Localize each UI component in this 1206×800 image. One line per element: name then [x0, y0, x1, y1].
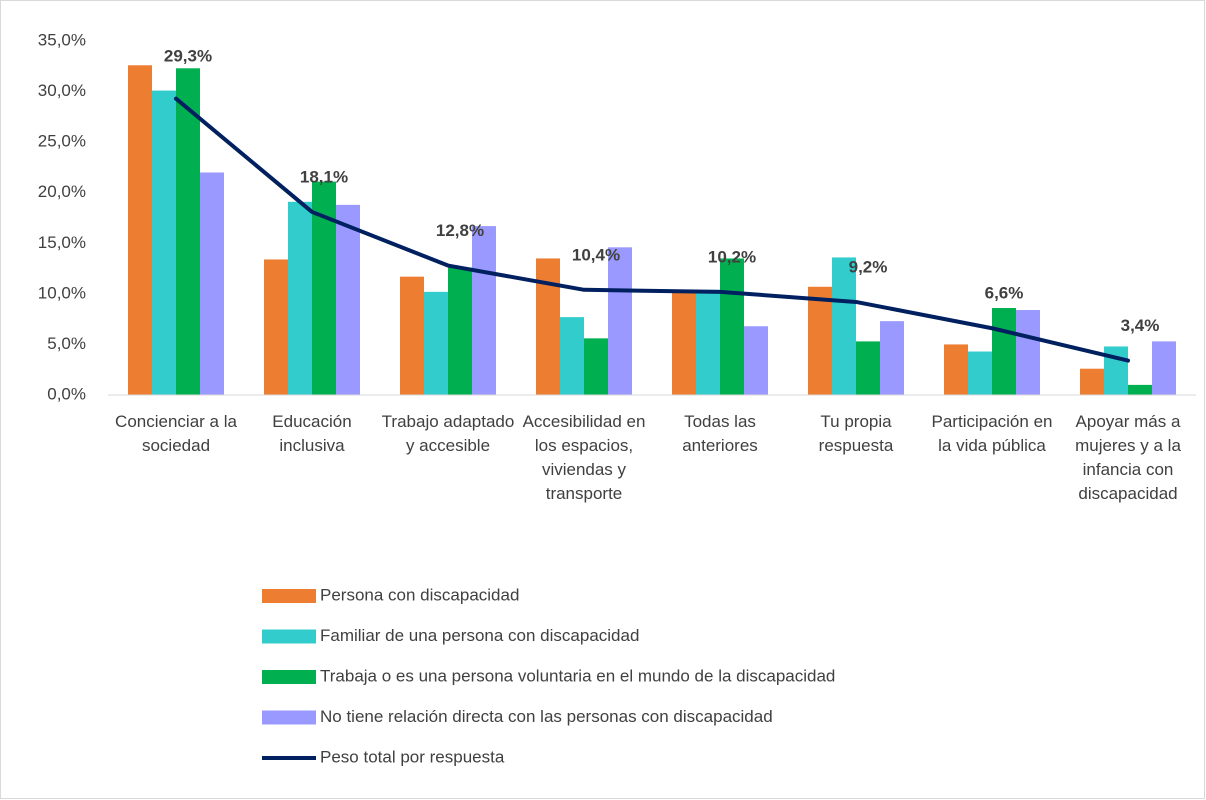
data-label: 9,2%: [849, 257, 888, 276]
bar: [720, 258, 744, 395]
legend-swatch: [262, 670, 316, 684]
bar: [336, 204, 360, 395]
bar: [856, 341, 880, 395]
bar: [424, 291, 448, 395]
data-label: 3,4%: [1121, 316, 1160, 335]
y-tick-label: 30,0%: [38, 81, 86, 100]
bar: [200, 172, 224, 395]
data-label: 6,6%: [985, 284, 1024, 303]
bar: [832, 257, 856, 395]
bar: [992, 308, 1016, 395]
bar: [1128, 384, 1152, 395]
y-tick-label: 0,0%: [47, 384, 86, 403]
bar: [128, 65, 152, 395]
y-tick-label: 25,0%: [38, 132, 86, 151]
bar: [672, 291, 696, 395]
x-tick-label: Todas las anteriores: [682, 412, 758, 455]
legend-swatch: [262, 629, 316, 644]
bar: [744, 326, 768, 395]
bar: [880, 321, 904, 395]
x-tick-label: Apoyar más a mujeres y a la infancia con…: [1075, 412, 1181, 503]
x-tick-label: Trabajo adaptado y accesible: [381, 412, 515, 455]
y-tick-label: 5,0%: [47, 334, 86, 353]
bar: [264, 259, 288, 395]
data-label: 29,3%: [164, 46, 212, 65]
bar: [1152, 341, 1176, 395]
bar: [944, 344, 968, 395]
bar: [400, 276, 424, 395]
bar: [584, 338, 608, 395]
line: [174, 96, 1130, 363]
legend-swatch: [262, 589, 316, 603]
legend-label: Persona con discapacidad: [320, 585, 519, 604]
y-tick-label: 35,0%: [38, 30, 86, 49]
bar: [696, 289, 720, 395]
bar: [176, 68, 200, 396]
bar: [152, 90, 176, 395]
bar: [1016, 310, 1040, 395]
legend-label: Familiar de una persona con discapacidad: [320, 626, 639, 645]
legend-swatch: [262, 710, 316, 725]
bar: [968, 351, 992, 395]
data-label: 10,4%: [572, 245, 620, 264]
y-tick-label: 15,0%: [38, 233, 86, 252]
x-tick-label: Educación inclusiva: [272, 412, 352, 455]
x-tick-label: Participación en la vida pública: [931, 412, 1053, 455]
legend-label: Peso total por respuesta: [320, 747, 505, 766]
bar: [608, 247, 632, 395]
y-tick-label: 10,0%: [38, 283, 86, 302]
bar: [472, 226, 496, 395]
y-tick-label: 20,0%: [38, 182, 86, 201]
legend-label: No tiene relación directa con las person…: [320, 707, 773, 726]
data-label: 10,2%: [708, 247, 756, 266]
bar: [536, 258, 560, 395]
x-tick-label: Concienciar a la sociedad: [115, 412, 237, 455]
bar: [1080, 368, 1104, 395]
x-tick-label: Accesibilidad en los espacios, viviendas…: [522, 412, 646, 503]
bar: [808, 286, 832, 395]
bar: [560, 317, 584, 395]
data-label: 18,1%: [300, 167, 348, 186]
x-tick-label: Tu propia respuesta: [818, 412, 894, 455]
bar: [448, 267, 472, 395]
bar: [288, 201, 312, 395]
data-label: 12,8%: [436, 221, 484, 240]
legend-label: Trabaja o es una persona voluntaria en e…: [320, 666, 835, 685]
